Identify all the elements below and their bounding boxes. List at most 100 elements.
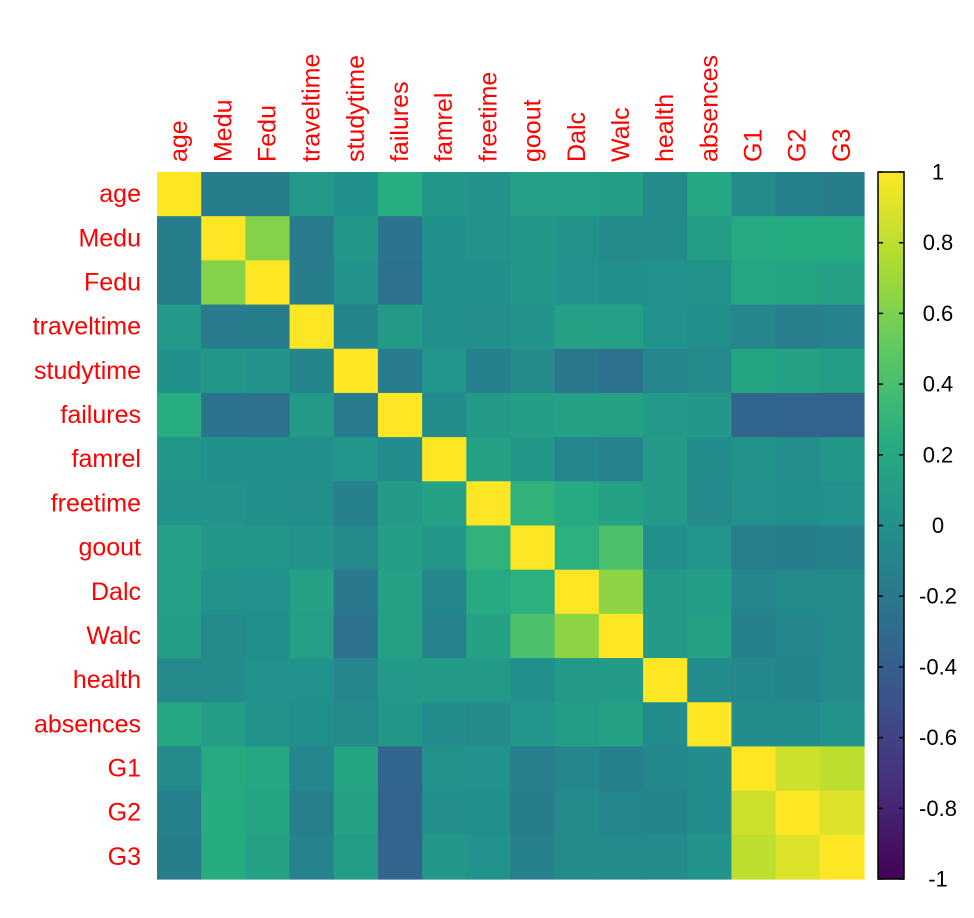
- heatmap-cell-famrel-traveltime: [289, 437, 335, 482]
- heatmap-cell-age-G2: [775, 172, 821, 217]
- heatmap-cell-Medu-age: [157, 216, 202, 261]
- heatmap-cell-famrel-age: [157, 437, 202, 482]
- heatmap-cell-failures-G2: [775, 392, 821, 438]
- heatmap-cell-Fedu-Walc: [598, 260, 644, 306]
- heatmap-cell-health-goout: [510, 658, 556, 703]
- heatmap-cell-age-goout: [510, 172, 556, 217]
- heatmap-cell-studytime-goout: [510, 348, 556, 394]
- heatmap-cell-goout-traveltime: [289, 525, 335, 571]
- heatmap-cell-Walc-G1: [731, 613, 777, 659]
- heatmap-cell-G3-health: [643, 834, 688, 880]
- heatmap-cell-G3-G1: [731, 834, 777, 880]
- heatmap-cell-absences-G1: [731, 702, 777, 748]
- heatmap-cell-G3-traveltime: [289, 834, 335, 880]
- colorbar-tick-label: -0.2: [919, 584, 957, 609]
- row-label-failures: failures: [60, 401, 141, 429]
- heatmap-cell-failures-G1: [731, 392, 777, 438]
- heatmap-cell-Fedu-studytime: [333, 260, 379, 306]
- heatmap-cell-health-Fedu: [245, 658, 291, 703]
- heatmap-cell-freetime-Dalc: [554, 481, 600, 527]
- heatmap-cell-Fedu-absences: [687, 260, 733, 306]
- heatmap-cell-Fedu-freetime: [466, 260, 512, 306]
- heatmap-cell-Medu-Medu: [201, 216, 246, 261]
- heatmap-cell-age-traveltime: [289, 172, 335, 217]
- heatmap-cell-Fedu-health: [643, 260, 688, 306]
- heatmap-cell-health-Dalc: [554, 658, 600, 703]
- heatmap-cell-Medu-health: [643, 216, 688, 261]
- colorbar-tick-label: -1: [928, 867, 948, 892]
- heatmap-cell-freetime-freetime: [466, 481, 512, 527]
- heatmap-cell-Fedu-Fedu: [245, 260, 291, 306]
- heatmap-cell-Medu-absences: [687, 216, 733, 261]
- heatmap-cell-G3-famrel: [422, 834, 467, 880]
- heatmap-cell-freetime-goout: [510, 481, 556, 527]
- heatmap-cell-Fedu-Dalc: [554, 260, 600, 306]
- heatmap-cell-G3-age: [157, 834, 202, 880]
- heatmap-cell-health-freetime: [466, 658, 512, 703]
- heatmap-cell-famrel-studytime: [333, 437, 379, 482]
- heatmap-cell-G1-G2: [775, 746, 821, 792]
- heatmap-cell-G1-age: [157, 746, 202, 792]
- column-label-G2: G2: [784, 129, 812, 162]
- heatmap-cell-failures-Dalc: [554, 392, 600, 438]
- column-label-goout: goout: [519, 99, 547, 162]
- heatmap-cell-traveltime-Fedu: [245, 304, 291, 350]
- heatmap-cell-freetime-failures: [377, 481, 423, 527]
- heatmap-cell-famrel-Dalc: [554, 437, 600, 482]
- heatmap-cell-studytime-health: [643, 348, 688, 394]
- column-label-absences: absences: [695, 55, 723, 162]
- heatmap-cell-Fedu-goout: [510, 260, 556, 306]
- heatmap-cell-G1-famrel: [422, 746, 467, 792]
- heatmap-cell-goout-absences: [687, 525, 733, 571]
- heatmap-cell-Walc-Walc: [598, 613, 644, 659]
- heatmap-cell-failures-health: [643, 392, 688, 438]
- column-label-health: health: [651, 94, 679, 162]
- heatmap-cell-studytime-Dalc: [554, 348, 600, 394]
- heatmap-cell-goout-famrel: [422, 525, 467, 571]
- heatmap-cell-Fedu-famrel: [422, 260, 467, 306]
- heatmap-cell-absences-Dalc: [554, 702, 600, 748]
- row-label-Fedu: Fedu: [84, 268, 141, 296]
- heatmap-cell-famrel-absences: [687, 437, 733, 482]
- heatmap-cell-Dalc-Medu: [201, 569, 246, 615]
- heatmap-cell-failures-failures: [377, 392, 423, 438]
- heatmap-cell-famrel-G1: [731, 437, 777, 482]
- heatmap-cell-famrel-famrel: [422, 437, 467, 482]
- heatmap-cell-G3-failures: [377, 834, 423, 880]
- heatmap-cell-health-failures: [377, 658, 423, 703]
- heatmap-cell-traveltime-famrel: [422, 304, 467, 350]
- heatmap-cell-health-traveltime: [289, 658, 335, 703]
- heatmap-cell-famrel-health: [643, 437, 688, 482]
- heatmap-cell-traveltime-traveltime: [289, 304, 335, 350]
- column-label-traveltime: traveltime: [298, 54, 326, 162]
- heatmap-cell-traveltime-goout: [510, 304, 556, 350]
- heatmap-cell-absences-goout: [510, 702, 556, 748]
- heatmap-cell-G3-Fedu: [245, 834, 291, 880]
- colorbar-tick-label: -0.8: [919, 796, 957, 821]
- heatmap-cell-studytime-Fedu: [245, 348, 291, 394]
- heatmap-cell-Dalc-traveltime: [289, 569, 335, 615]
- row-label-G3: G3: [108, 843, 141, 871]
- heatmap-cell-G3-absences: [687, 834, 733, 880]
- heatmap-cell-absences-studytime: [333, 702, 379, 748]
- heatmap-cell-failures-age: [157, 392, 202, 438]
- heatmap-cell-G2-traveltime: [289, 790, 335, 836]
- heatmap-cell-traveltime-failures: [377, 304, 423, 350]
- heatmap-cell-G3-G2: [775, 834, 821, 880]
- row-label-freetime: freetime: [51, 489, 141, 517]
- heatmap-cell-Dalc-Walc: [598, 569, 644, 615]
- column-label-age: age: [165, 120, 193, 162]
- heatmap-cell-famrel-G3: [819, 437, 865, 482]
- heatmap-cell-Dalc-famrel: [422, 569, 467, 615]
- row-label-G2: G2: [108, 799, 141, 827]
- heatmap-cell-traveltime-health: [643, 304, 688, 350]
- heatmap-cell-G2-Fedu: [245, 790, 291, 836]
- heatmap-cell-studytime-absences: [687, 348, 733, 394]
- heatmap-cell-Dalc-G2: [775, 569, 821, 615]
- heatmap-cell-Medu-freetime: [466, 216, 512, 261]
- heatmap-cell-Dalc-G1: [731, 569, 777, 615]
- heatmap-cell-health-age: [157, 658, 202, 703]
- heatmap-cell-failures-freetime: [466, 392, 512, 438]
- heatmap-cell-Medu-famrel: [422, 216, 467, 261]
